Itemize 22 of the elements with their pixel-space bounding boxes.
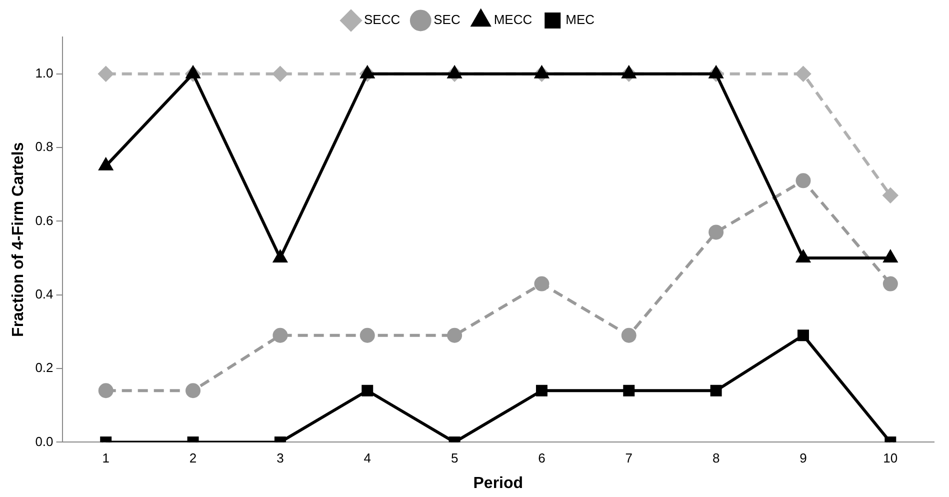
y-tick-label: 0.0 <box>35 434 54 449</box>
x-axis-title: Period <box>473 474 524 492</box>
x-tick-label: 10 <box>883 450 898 466</box>
legend-label: MECC <box>494 12 532 28</box>
x-tick-label: 6 <box>538 450 546 466</box>
y-tick-label: 0.2 <box>35 360 54 376</box>
x-tick-label: 3 <box>276 450 284 466</box>
x-tick-label: 5 <box>450 450 458 466</box>
y-tick-label: 0.4 <box>35 286 54 302</box>
legend-label: MEC <box>566 12 595 28</box>
legend-label: SECC <box>364 12 400 28</box>
x-tick-label: 4 <box>364 450 371 466</box>
x-tick-label: 8 <box>712 450 720 466</box>
legend-label: SEC <box>434 12 460 28</box>
x-tick-label: 7 <box>625 450 633 466</box>
y-tick-label: 1.0 <box>35 65 54 80</box>
x-tick-label: 9 <box>800 450 807 466</box>
y-tick-label: 0.8 <box>35 139 54 154</box>
x-tick-label: 1 <box>102 450 110 466</box>
x-tick-label: 2 <box>189 450 197 466</box>
y-tick-label: 0.6 <box>35 212 54 228</box>
y-axis-title: Fraction of 4-Firm Cartels <box>10 142 28 337</box>
